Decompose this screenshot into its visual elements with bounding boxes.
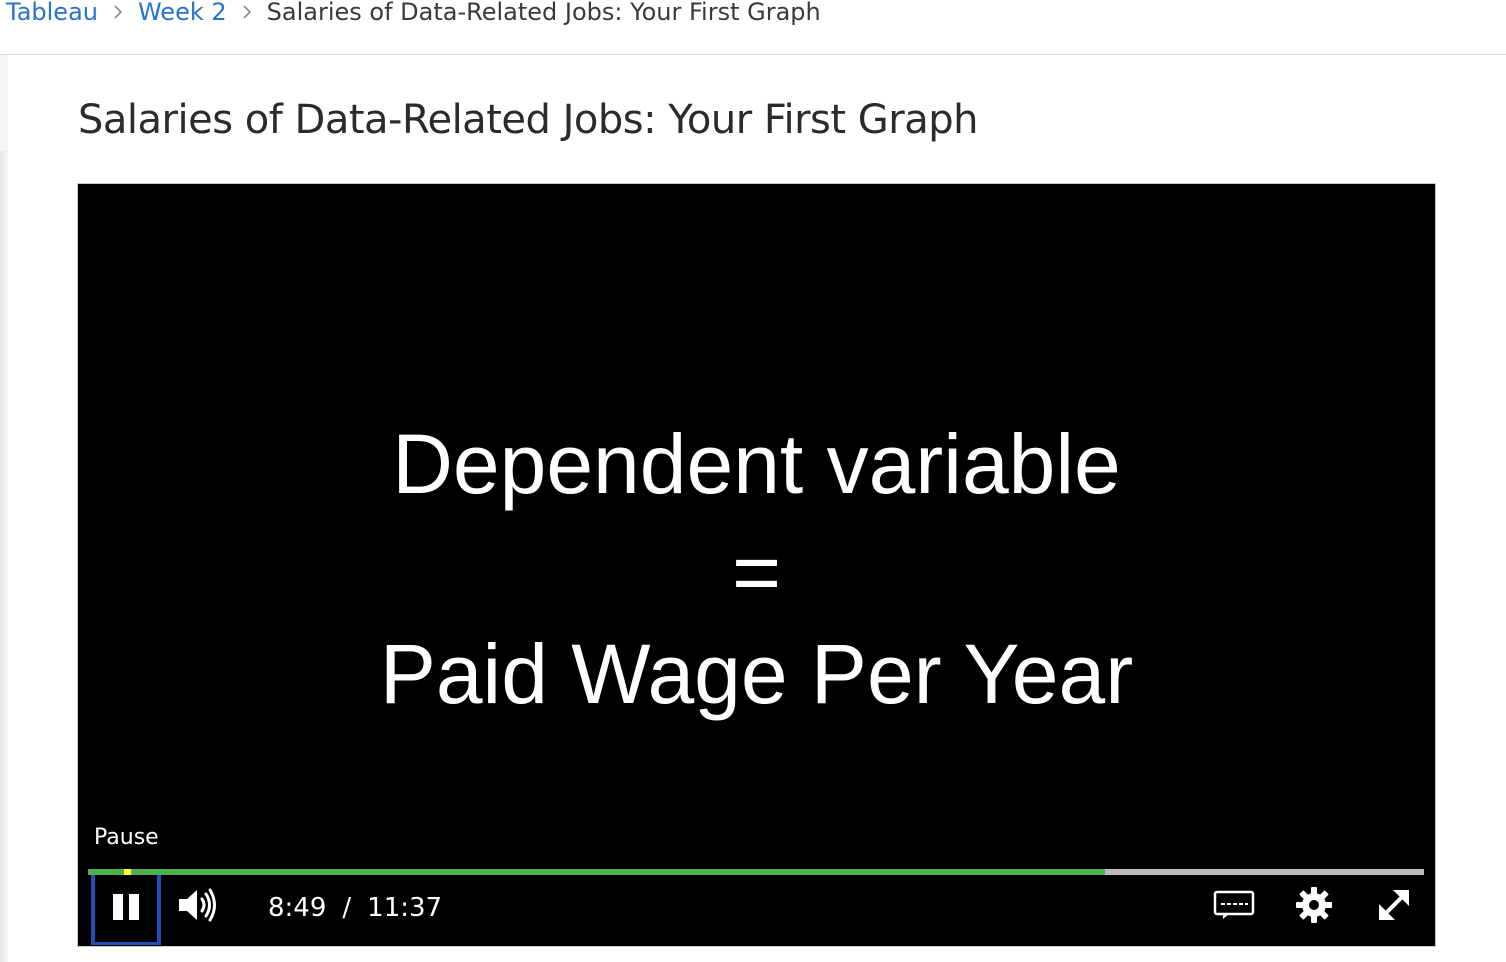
volume-button[interactable] [174, 883, 222, 931]
duration: 11:37 [367, 893, 443, 923]
control-bar: 8:49 / 11:37 [78, 875, 1435, 945]
time-display: 8:49 / 11:37 [268, 893, 442, 923]
captions-icon [1213, 890, 1255, 924]
page-title: Salaries of Data-Related Jobs: Your Firs… [78, 97, 978, 143]
breadcrumb-link-tableau[interactable]: Tableau [6, 0, 98, 26]
fullscreen-icon [1375, 886, 1413, 928]
breadcrumb: Tableau Week 2 Salaries of Data-Related … [6, 0, 821, 30]
volume-icon [177, 887, 219, 927]
pause-tooltip: Pause [94, 825, 159, 850]
fullscreen-button[interactable] [1372, 885, 1416, 929]
breadcrumb-current: Salaries of Data-Related Jobs: Your Firs… [266, 0, 821, 26]
time-separator: / [342, 893, 352, 923]
slide-text-line: Paid Wage Per Year [379, 627, 1134, 721]
settings-button[interactable] [1292, 885, 1336, 929]
slide-text-line: = [731, 525, 782, 619]
progress-played [88, 869, 1105, 875]
video-player[interactable]: Dependent variable = Paid Wage Per Year … [77, 183, 1436, 947]
video-frame[interactable]: Dependent variable = Paid Wage Per Year [78, 184, 1435, 864]
slide-text-line: Dependent variable [392, 417, 1121, 511]
progress-bar[interactable] [88, 869, 1424, 875]
gear-icon [1295, 886, 1333, 928]
chevron-right-icon [98, 0, 138, 30]
captions-button[interactable] [1212, 885, 1256, 929]
pause-icon [111, 892, 141, 926]
breadcrumb-link-week-2[interactable]: Week 2 [137, 0, 227, 26]
pause-button[interactable] [91, 875, 161, 945]
progress-handle[interactable] [124, 869, 132, 875]
current-time: 8:49 [268, 893, 327, 923]
top-bar: Tableau Week 2 Salaries of Data-Related … [0, 0, 1506, 55]
left-rail [0, 55, 8, 962]
chevron-right-icon [227, 0, 267, 30]
